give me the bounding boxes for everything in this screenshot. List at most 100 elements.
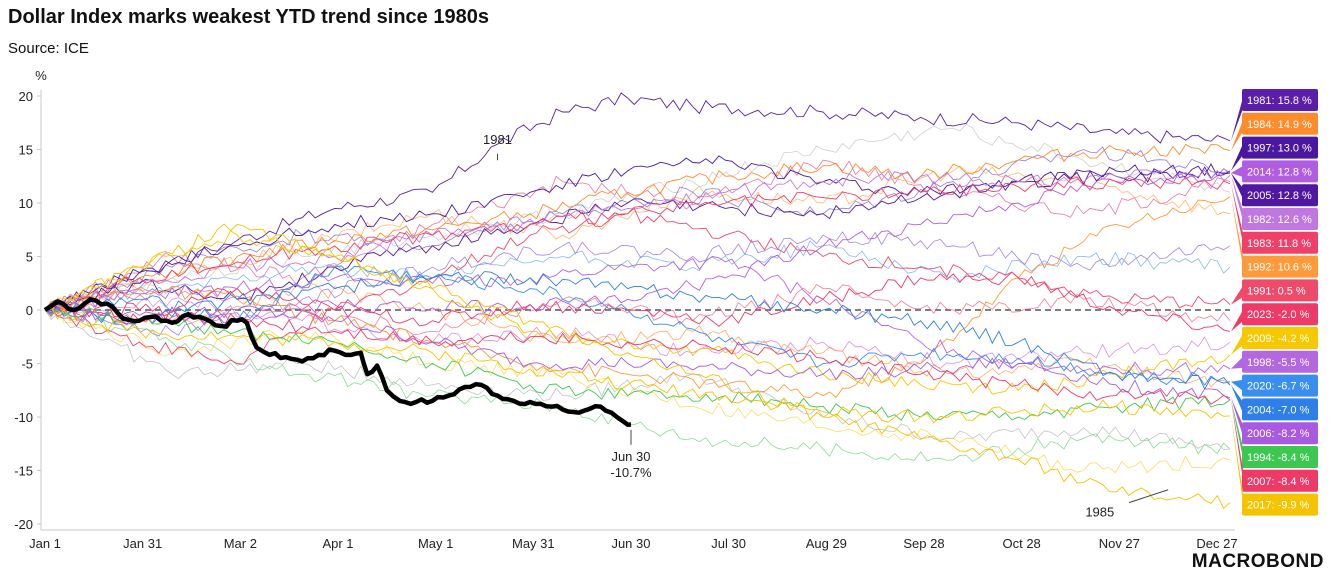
background-series-line	[44, 123, 1231, 312]
end-label-pointer	[1231, 379, 1244, 392]
end-label-pointer	[1231, 284, 1244, 305]
end-label-text: 2004: -7.0 %	[1247, 404, 1310, 416]
end-label-text: 1981: 15.8 %	[1247, 95, 1312, 107]
x-tick-label: Dec 27	[1196, 536, 1237, 551]
end-label-text: 1997: 13.0 %	[1247, 143, 1312, 155]
x-tick: Aug 29	[806, 536, 847, 551]
series-line-1984	[44, 143, 1231, 316]
end-label-1992: 1992: 10.6 %	[1231, 196, 1318, 278]
end-label-box	[1242, 160, 1318, 183]
y-tick-label: -15	[14, 464, 33, 479]
series-line-2017	[44, 306, 1231, 424]
y-tick: 5	[26, 250, 41, 265]
y-tick: 20	[19, 89, 41, 104]
end-label-1991: 1991: 0.5 %	[1231, 279, 1318, 305]
end-label-2009: 2009: -4.2 %	[1231, 327, 1318, 355]
chart-source: Source: ICE	[8, 40, 89, 57]
background-series-line	[44, 296, 1231, 371]
background-series-line	[44, 283, 1231, 335]
end-label-box	[1242, 208, 1318, 230]
x-axis: Jan 1 Jan 31 Mar 2 Apr 1 May 1 May 31 Jun 30 Ju…	[29, 529, 1238, 551]
y-tick-label: -5	[21, 357, 33, 372]
x-tick-label: Jul 30	[711, 536, 746, 551]
x-tick-label: Apr 1	[322, 536, 353, 551]
x-tick: Dec 27	[1196, 536, 1237, 551]
background-series-line	[44, 240, 1231, 312]
x-tick: Jul 30	[711, 536, 746, 551]
y-tick-label: 0	[26, 303, 33, 318]
y-tick: -5	[21, 357, 41, 372]
end-label-box	[1242, 279, 1318, 302]
annotation-2: -10.7%	[610, 465, 652, 480]
end-label-pointer	[1231, 94, 1244, 141]
series-line-1992	[44, 196, 1231, 399]
end-label-box	[1242, 184, 1318, 207]
y-tick: 0	[26, 303, 41, 318]
end-label-text: 1998: -5.5 %	[1247, 357, 1310, 369]
y-tick: -10	[14, 410, 41, 425]
x-tick-label: Jan 1	[29, 536, 61, 551]
end-label-pointer	[1231, 308, 1244, 332]
highlight-series	[43, 297, 632, 427]
end-label-1998: 1998: -5.5 %	[1231, 350, 1318, 373]
end-label-pointer	[1231, 332, 1244, 355]
end-label-text: 2014: 12.8 %	[1247, 166, 1312, 178]
end-label-box	[1242, 112, 1318, 135]
series-line-1991	[44, 207, 1231, 365]
end-label-1997: 1997: 13.0 %	[1231, 136, 1318, 171]
end-label-box	[1242, 398, 1318, 421]
y-axis-unit: %	[35, 68, 47, 83]
y-tick: -20	[14, 517, 41, 532]
end-label-1982: 1982: 12.6 %	[1231, 175, 1318, 230]
end-label-text: 1994: -8.4 %	[1247, 452, 1310, 464]
x-tick: May 1	[418, 536, 453, 551]
end-label-box	[1242, 422, 1318, 445]
end-label-2017: 2017: -9.9 %	[1231, 415, 1318, 516]
end-label-pointer	[1231, 165, 1244, 178]
chart-title: Dollar Index marks weakest YTD trend sin…	[8, 6, 489, 28]
series-lines	[44, 92, 1231, 510]
end-label-pointer	[1231, 173, 1244, 202]
end-label-2020: 2020: -6.7 %	[1231, 374, 1318, 397]
y-tick: -15	[14, 464, 41, 479]
end-label-2006: 2006: -8.2 %	[1231, 397, 1318, 445]
annotations: 1981 Jun 30-10.7% 1985	[483, 132, 1169, 520]
end-label-pointer	[1231, 175, 1244, 225]
end-label-pointer	[1231, 196, 1244, 273]
end-label-1994: 1994: -8.4 %	[1231, 399, 1318, 468]
series-line-1983	[44, 176, 1231, 311]
background-series-line	[44, 282, 1231, 388]
x-tick: May 31	[512, 536, 555, 551]
x-tick: Jun 30	[611, 536, 650, 551]
end-label-2023: 2023: -2.0 %	[1231, 303, 1318, 332]
end-label-text: 2020: -6.7 %	[1247, 381, 1310, 393]
series-line-1982	[44, 169, 1231, 311]
y-tick-label: -20	[14, 517, 33, 532]
end-labels: 1981: 15.8 % 1984: 14.9 % 1997: 13.0 % 2014…	[1231, 89, 1318, 516]
end-label-pointer	[1231, 397, 1244, 440]
background-series-line	[44, 159, 1231, 312]
annotation-3: 1985	[1085, 505, 1114, 520]
y-tick-label: 20	[19, 89, 33, 104]
x-tick: Jan 31	[123, 536, 162, 551]
macrobond-logo: MACROBOND	[1191, 551, 1324, 572]
background-series-line	[44, 307, 1231, 462]
x-tick: Oct 28	[1002, 536, 1040, 551]
end-label-1981: 1981: 15.8 %	[1231, 89, 1318, 141]
x-tick-label: Jan 31	[123, 536, 162, 551]
y-tick-label: 10	[19, 196, 33, 211]
y-axis: %20 15 10 5 0 -5 -10 -15 -20	[14, 68, 47, 532]
end-label-box	[1242, 231, 1318, 254]
y-tick: 15	[19, 143, 41, 158]
end-label-2014: 2014: 12.8 %	[1231, 160, 1318, 183]
end-label-2004: 2004: -7.0 %	[1231, 384, 1318, 421]
x-tick-label: Sep 28	[903, 536, 944, 551]
end-label-text: 1983: 11.8 %	[1247, 238, 1311, 250]
end-label-box	[1242, 89, 1318, 111]
end-label-text: 1991: 0.5 %	[1247, 285, 1306, 297]
end-label-pointer	[1231, 355, 1244, 369]
end-label-pointer	[1231, 415, 1244, 511]
end-label-1983: 1983: 11.8 %	[1231, 183, 1318, 254]
series-line-2014	[44, 168, 1231, 326]
